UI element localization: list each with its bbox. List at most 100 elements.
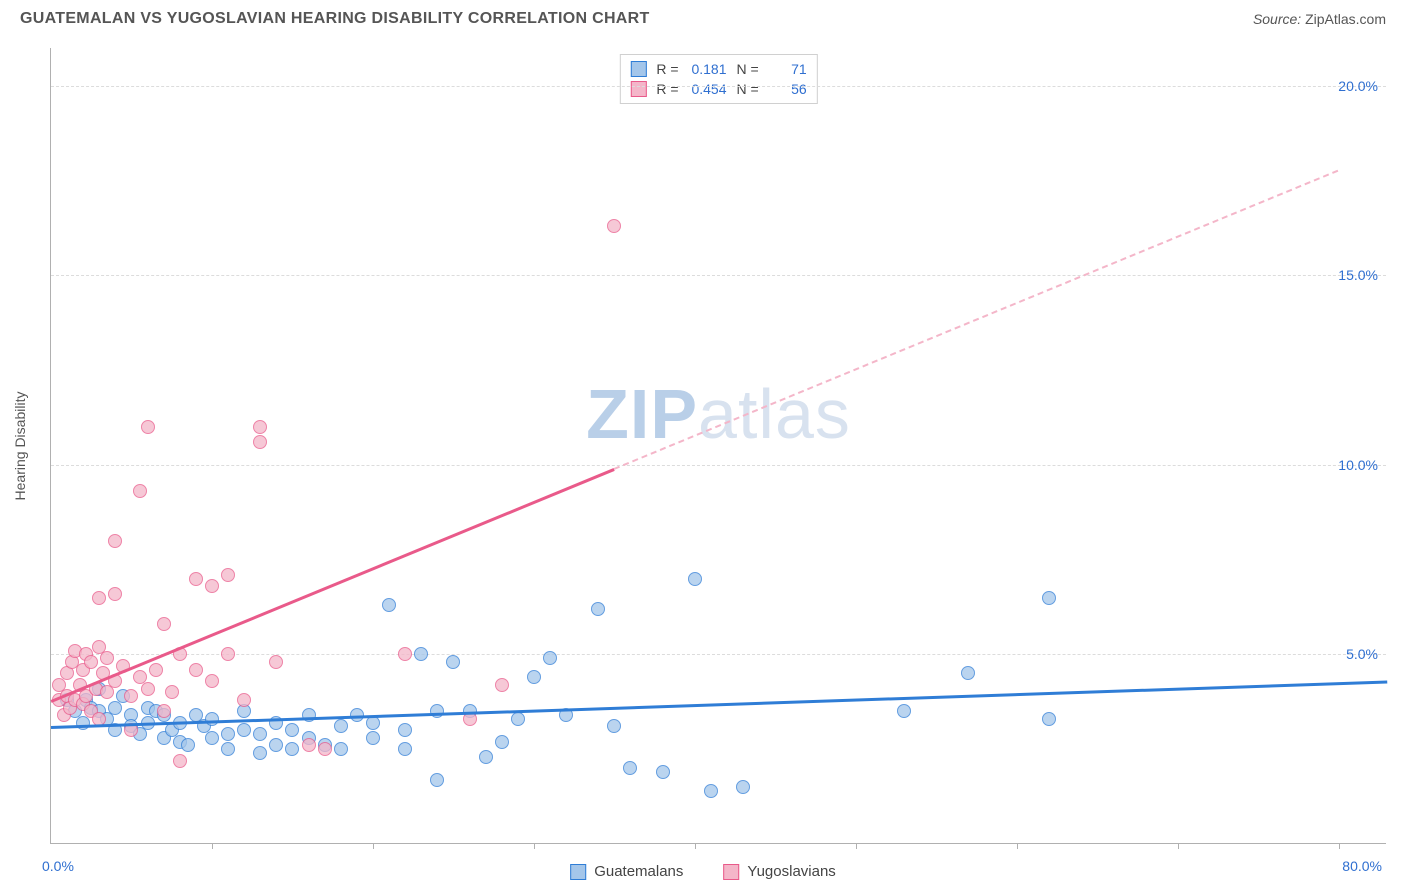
data-point: [1042, 712, 1056, 726]
data-point: [221, 647, 235, 661]
trendline: [51, 468, 615, 702]
data-point: [181, 738, 195, 752]
data-point: [495, 678, 509, 692]
data-point: [704, 784, 718, 798]
data-point: [269, 655, 283, 669]
data-point: [591, 602, 605, 616]
legend-n-label: N =: [737, 61, 759, 77]
legend-r-label: R =: [656, 61, 678, 77]
legend-swatch: [570, 864, 586, 880]
gridline-h: [51, 86, 1386, 87]
watermark-light: atlas: [698, 375, 851, 453]
data-point: [157, 704, 171, 718]
legend-n-value: 56: [765, 81, 807, 97]
data-point: [205, 674, 219, 688]
trendline: [51, 681, 1387, 729]
legend-series-item: Guatemalans: [570, 863, 683, 880]
legend-stats: R =0.181N =71R =0.454N =56: [619, 54, 817, 104]
legend-n-label: N =: [737, 81, 759, 97]
data-point: [205, 579, 219, 593]
data-point: [302, 738, 316, 752]
data-point: [237, 693, 251, 707]
x-axis-tick: [1339, 843, 1340, 849]
trendline-dashed: [614, 169, 1339, 469]
data-point: [623, 761, 637, 775]
source-label: Source:: [1253, 11, 1301, 27]
data-point: [141, 420, 155, 434]
x-axis-tick: [1178, 843, 1179, 849]
data-point: [205, 731, 219, 745]
data-point: [366, 716, 380, 730]
data-point: [253, 746, 267, 760]
data-point: [84, 655, 98, 669]
data-point: [688, 572, 702, 586]
data-point: [237, 723, 251, 737]
data-point: [173, 754, 187, 768]
legend-series: Guatemalans Yugoslavians: [570, 863, 836, 880]
data-point: [221, 742, 235, 756]
source-value: ZipAtlas.com: [1305, 11, 1386, 27]
data-point: [607, 219, 621, 233]
chart-title: GUATEMALAN VS YUGOSLAVIAN HEARING DISABI…: [20, 10, 650, 28]
data-point: [382, 598, 396, 612]
legend-stats-row: R = 0.181 N = 71: [630, 59, 806, 79]
data-point: [149, 663, 163, 677]
data-point: [318, 742, 332, 756]
data-point: [334, 742, 348, 756]
x-axis-end-label: 80.0%: [1342, 858, 1382, 874]
data-point: [157, 617, 171, 631]
data-point: [253, 435, 267, 449]
data-point: [253, 727, 267, 741]
legend-r-label: R =: [656, 81, 678, 97]
x-axis-tick: [534, 843, 535, 849]
legend-series-label: Yugoslavians: [747, 863, 835, 880]
data-point: [961, 666, 975, 680]
data-point: [141, 682, 155, 696]
legend-n-value: 71: [765, 61, 807, 77]
data-point: [108, 587, 122, 601]
legend-series-item: Yugoslavians: [723, 863, 835, 880]
data-point: [495, 735, 509, 749]
legend-swatch: [630, 61, 646, 77]
data-point: [607, 719, 621, 733]
legend-stats-row: R =0.454N =56: [630, 79, 806, 99]
data-point: [221, 568, 235, 582]
chart-plot-area: ZIPatlas R =0.181N =71R =0.454N =56 5.0%…: [50, 48, 1386, 844]
data-point: [334, 719, 348, 733]
x-axis-origin-label: 0.0%: [42, 858, 74, 874]
data-point: [205, 712, 219, 726]
legend-r-value: 0.181: [685, 61, 727, 77]
data-point: [527, 670, 541, 684]
y-axis-tick-label: 20.0%: [1338, 78, 1378, 94]
data-point: [366, 731, 380, 745]
source: Source: ZipAtlas.com: [1253, 11, 1386, 27]
data-point: [165, 685, 179, 699]
x-axis-tick: [856, 843, 857, 849]
gridline-h: [51, 275, 1386, 276]
x-axis-tick: [695, 843, 696, 849]
data-point: [398, 742, 412, 756]
legend-swatch: [723, 864, 739, 880]
data-point: [124, 689, 138, 703]
x-axis-tick: [212, 843, 213, 849]
data-point: [108, 534, 122, 548]
legend-series-label: Guatemalans: [594, 863, 683, 880]
data-point: [100, 651, 114, 665]
x-axis-tick: [373, 843, 374, 849]
data-point: [302, 708, 316, 722]
data-point: [430, 773, 444, 787]
data-point: [253, 420, 267, 434]
data-point: [446, 655, 460, 669]
header: GUATEMALAN VS YUGOSLAVIAN HEARING DISABI…: [0, 0, 1406, 34]
data-point: [133, 484, 147, 498]
data-point: [189, 572, 203, 586]
data-point: [285, 742, 299, 756]
data-point: [189, 663, 203, 677]
data-point: [511, 712, 525, 726]
data-point: [285, 723, 299, 737]
data-point: [398, 647, 412, 661]
data-point: [398, 723, 412, 737]
x-axis-tick: [1017, 843, 1018, 849]
y-axis-title: Hearing Disability: [12, 392, 28, 501]
data-point: [92, 591, 106, 605]
